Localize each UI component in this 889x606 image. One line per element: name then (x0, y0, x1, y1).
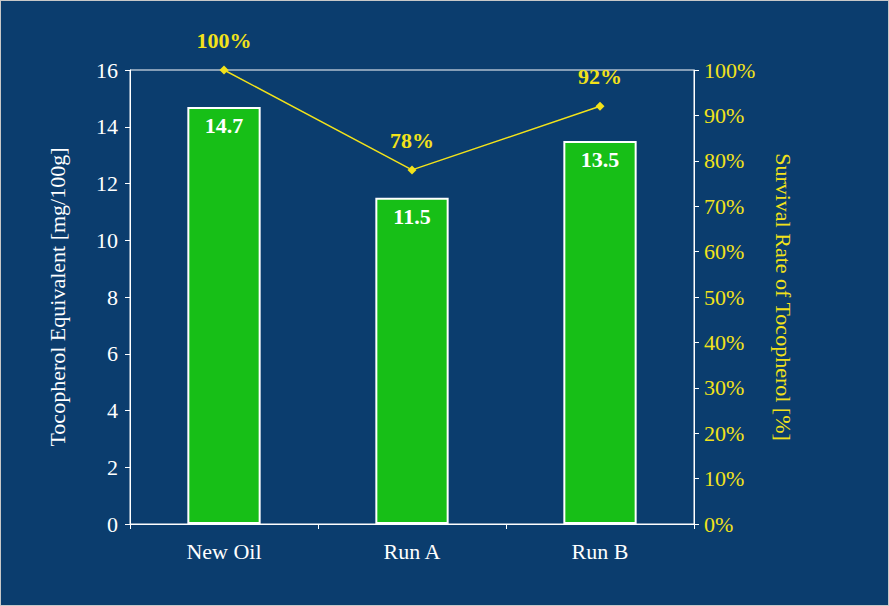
svg-text:0%: 0% (704, 512, 733, 537)
svg-text:8: 8 (107, 285, 118, 310)
svg-text:10%: 10% (704, 466, 744, 491)
svg-text:60%: 60% (704, 239, 744, 264)
svg-text:13.5: 13.5 (581, 147, 620, 172)
svg-text:New Oil: New Oil (186, 539, 261, 564)
svg-text:92%: 92% (578, 64, 622, 89)
svg-text:11.5: 11.5 (393, 204, 430, 229)
svg-text:10: 10 (96, 228, 118, 253)
svg-text:Run B: Run B (572, 539, 629, 564)
svg-text:80%: 80% (704, 148, 744, 173)
svg-text:78%: 78% (390, 128, 434, 153)
svg-text:100%: 100% (197, 28, 252, 53)
svg-text:Survival Rate of Tocopherol [%: Survival Rate of Tocopherol [%] (771, 153, 796, 441)
svg-text:0: 0 (107, 512, 118, 537)
svg-text:14: 14 (96, 114, 118, 139)
svg-text:Run A: Run A (384, 539, 441, 564)
svg-text:50%: 50% (704, 285, 744, 310)
svg-text:6: 6 (107, 341, 118, 366)
svg-text:Tocopherol Equivalent [mg/100g: Tocopherol Equivalent [mg/100g] (45, 147, 70, 446)
svg-text:20%: 20% (704, 421, 744, 446)
svg-text:2: 2 (107, 455, 118, 480)
svg-text:12: 12 (96, 171, 118, 196)
svg-text:90%: 90% (704, 103, 744, 128)
svg-text:70%: 70% (704, 194, 744, 219)
svg-text:4: 4 (107, 398, 118, 423)
svg-text:30%: 30% (704, 375, 744, 400)
svg-text:16: 16 (96, 58, 118, 83)
svg-text:14.7: 14.7 (205, 113, 244, 138)
svg-text:40%: 40% (704, 330, 744, 355)
svg-text:100%: 100% (704, 58, 755, 83)
